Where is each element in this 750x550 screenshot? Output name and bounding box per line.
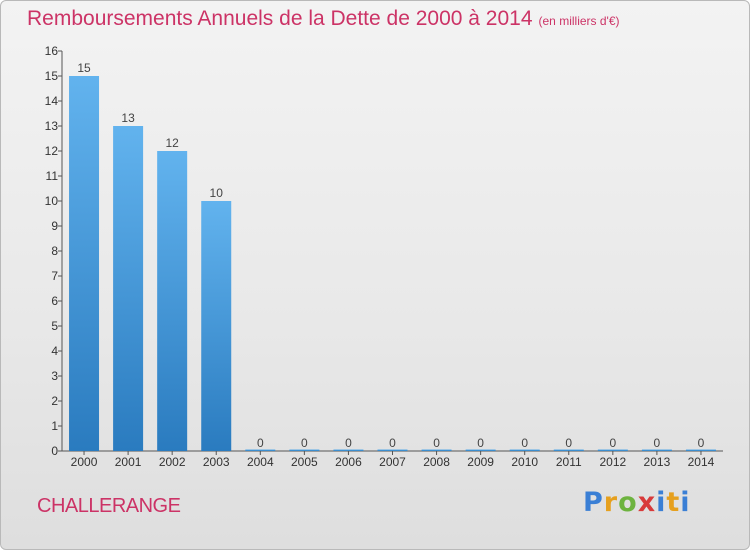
y-tick-label: 3 (51, 369, 58, 383)
bar-2007 (377, 449, 408, 451)
y-tick-label: 15 (45, 69, 59, 83)
chart-labels: 15 2000 13 2001 12 2002 10 2003 0 2004 0 2005 0 2006 0… (71, 61, 715, 469)
commune-name: CHALLERANGE (37, 495, 181, 517)
proxiti-logo: Proxiti (583, 487, 691, 518)
value-label-2013: 0 (654, 436, 661, 450)
bar-2014 (685, 449, 716, 451)
y-tick-label: 6 (51, 294, 58, 308)
y-tick-label: 13 (45, 119, 59, 133)
y-tick-label: 8 (51, 244, 58, 258)
y-tick-label: 1 (51, 419, 58, 433)
value-label-2005: 0 (301, 436, 308, 450)
x-tick-label-2007: 2007 (379, 455, 406, 469)
x-tick-label-2005: 2005 (291, 455, 318, 469)
y-tick-label: 0 (51, 444, 58, 458)
bar-2004 (245, 449, 276, 451)
y-tick-label: 16 (45, 44, 59, 58)
bar-2003 (201, 201, 232, 451)
x-tick-label-2013: 2013 (644, 455, 671, 469)
value-label-2003: 10 (210, 186, 224, 200)
y-tick-label: 2 (51, 394, 58, 408)
x-tick-label-2011: 2011 (556, 455, 582, 469)
x-tick-label-2014: 2014 (688, 455, 715, 469)
x-tick-label-2001: 2001 (115, 455, 142, 469)
value-label-2009: 0 (477, 436, 484, 450)
value-label-2001: 13 (121, 111, 135, 125)
chart-bars (69, 76, 716, 451)
chart-subtitle: (en milliers d'€) (538, 14, 620, 28)
value-label-2014: 0 (698, 436, 705, 450)
x-tick-label-2002: 2002 (159, 455, 186, 469)
value-label-2000: 15 (77, 61, 91, 75)
y-tick-label: 10 (45, 194, 59, 208)
bar-2012 (597, 449, 628, 451)
y-tick-label: 7 (51, 269, 58, 283)
value-label-2007: 0 (389, 436, 396, 450)
value-label-2002: 12 (165, 136, 179, 150)
y-tick-label: 9 (51, 219, 58, 233)
chart-title-text: Remboursements Annuels de la Dette de 20… (27, 7, 533, 30)
bar-2010 (509, 449, 540, 451)
bar-2005 (289, 449, 320, 451)
x-tick-label-2009: 2009 (467, 455, 494, 469)
bar-2009 (465, 449, 496, 451)
x-tick-label-2008: 2008 (423, 455, 450, 469)
bar-2002 (157, 151, 188, 451)
y-tick-label: 14 (45, 94, 59, 108)
x-tick-label-2006: 2006 (335, 455, 362, 469)
chart-title: Remboursements Annuels de la Dette de 20… (27, 7, 620, 31)
bar-2006 (333, 449, 364, 451)
value-label-2012: 0 (609, 436, 616, 450)
value-label-2004: 0 (257, 436, 264, 450)
y-tick-label: 5 (51, 319, 58, 333)
bar-2011 (553, 449, 584, 451)
x-tick-label-2010: 2010 (511, 455, 538, 469)
x-tick-label-2000: 2000 (71, 455, 98, 469)
y-tick-label: 11 (46, 169, 59, 183)
value-label-2008: 0 (433, 436, 440, 450)
value-label-2011: 0 (565, 436, 572, 450)
value-label-2010: 0 (521, 436, 528, 450)
bar-2000 (69, 76, 100, 451)
x-tick-label-2003: 2003 (203, 455, 230, 469)
value-label-2006: 0 (345, 436, 352, 450)
y-tick-label: 12 (45, 144, 59, 158)
bar-2008 (421, 449, 452, 451)
x-tick-label-2012: 2012 (599, 455, 626, 469)
bar-2013 (641, 449, 672, 451)
y-tick-label: 4 (51, 344, 58, 358)
x-tick-label-2004: 2004 (247, 455, 274, 469)
bar-2001 (113, 126, 144, 451)
